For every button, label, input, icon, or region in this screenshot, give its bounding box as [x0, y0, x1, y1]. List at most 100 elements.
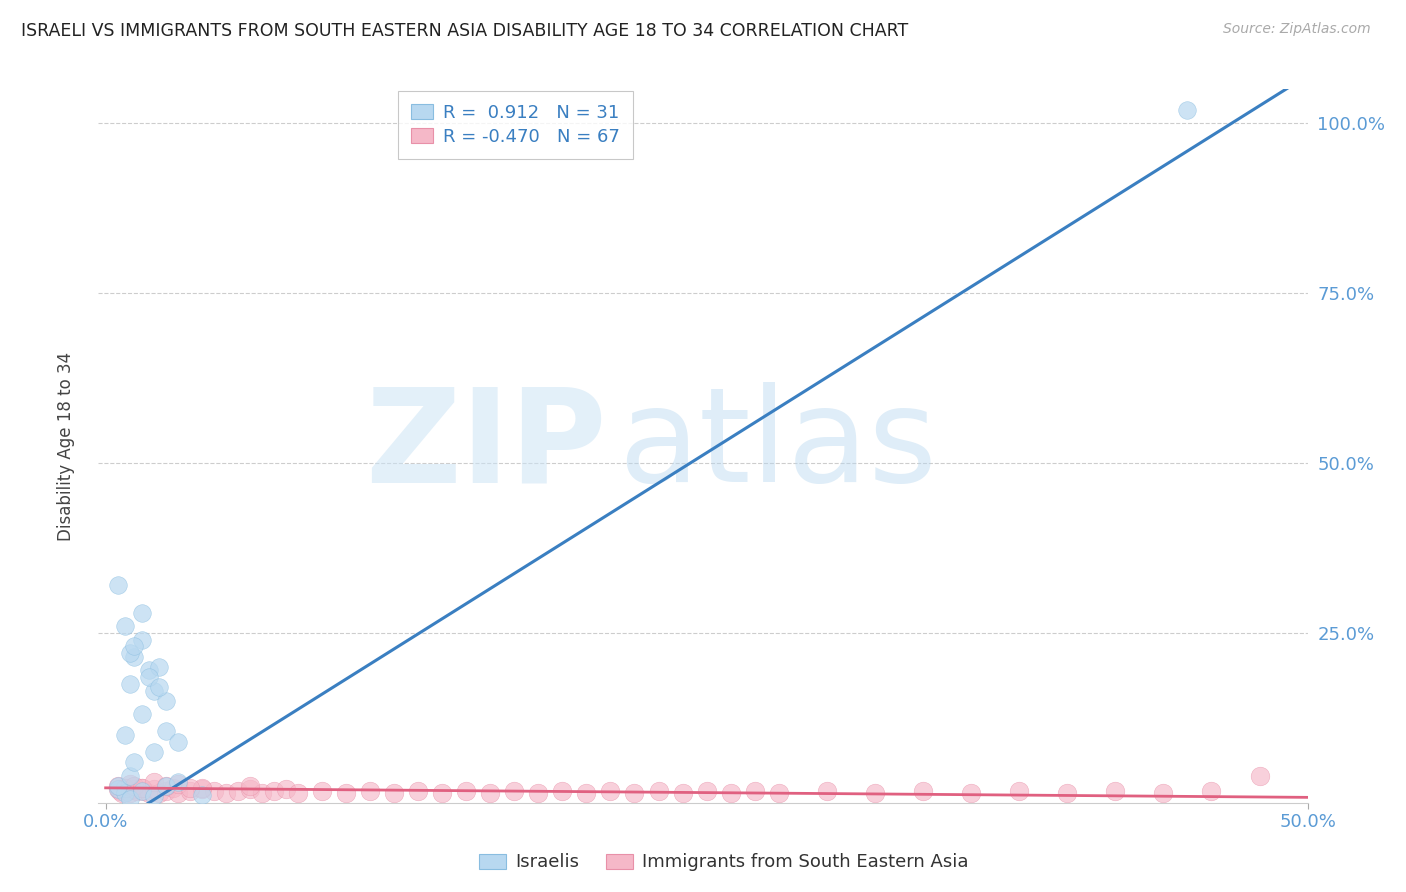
Point	[720, 786, 742, 800]
Point	[479, 786, 502, 800]
Point	[108, 783, 131, 797]
Point	[863, 786, 886, 800]
Point	[107, 782, 129, 797]
Point	[138, 786, 160, 800]
Legend: R =  0.912   N = 31, R = -0.470   N = 67: R = 0.912 N = 31, R = -0.470 N = 67	[398, 91, 633, 159]
Point	[768, 786, 790, 800]
Point	[138, 663, 160, 677]
Point	[166, 786, 188, 800]
Point	[287, 786, 309, 800]
Point	[335, 786, 357, 800]
Point	[118, 786, 141, 800]
Point	[599, 783, 621, 797]
Point	[744, 783, 766, 797]
Point	[671, 786, 693, 800]
Point	[142, 782, 165, 797]
Point	[111, 786, 134, 800]
Point	[250, 786, 273, 800]
Point	[131, 606, 153, 620]
Point	[131, 780, 153, 795]
Point	[107, 779, 129, 793]
Point	[155, 724, 177, 739]
Point	[118, 769, 141, 783]
Text: ZIP: ZIP	[364, 383, 606, 509]
Legend: Israelis, Immigrants from South Eastern Asia: Israelis, Immigrants from South Eastern …	[472, 847, 976, 879]
Point	[311, 783, 333, 797]
Point	[503, 783, 526, 797]
Point	[132, 783, 155, 797]
Point	[124, 649, 146, 664]
Point	[202, 783, 225, 797]
Point	[1104, 783, 1126, 797]
Point	[166, 777, 188, 791]
Point	[1177, 103, 1199, 117]
Point	[911, 783, 934, 797]
Y-axis label: Disability Age 18 to 34: Disability Age 18 to 34	[56, 351, 75, 541]
Text: ISRAELI VS IMMIGRANTS FROM SOUTH EASTERN ASIA DISABILITY AGE 18 TO 34 CORRELATIO: ISRAELI VS IMMIGRANTS FROM SOUTH EASTERN…	[21, 22, 908, 40]
Point	[114, 786, 136, 800]
Point	[114, 780, 136, 795]
Point	[263, 783, 285, 797]
Point	[960, 786, 983, 800]
Point	[118, 777, 141, 791]
Point	[142, 789, 165, 803]
Point	[1249, 769, 1271, 783]
Point	[155, 779, 177, 793]
Point	[131, 783, 153, 797]
Point	[527, 786, 550, 800]
Point	[551, 783, 574, 797]
Point	[575, 786, 598, 800]
Point	[107, 578, 129, 592]
Point	[114, 780, 136, 795]
Point	[456, 783, 478, 797]
Point	[215, 786, 238, 800]
Point	[359, 783, 381, 797]
Point	[239, 782, 262, 797]
Point	[155, 779, 177, 793]
Point	[1056, 786, 1078, 800]
Point	[124, 640, 146, 654]
Point	[179, 780, 201, 795]
Point	[191, 788, 214, 802]
Point	[148, 680, 170, 694]
Point	[239, 779, 262, 793]
Point	[148, 660, 170, 674]
Text: Source: ZipAtlas.com: Source: ZipAtlas.com	[1223, 22, 1371, 37]
Point	[1152, 786, 1174, 800]
Point	[1008, 783, 1031, 797]
Point	[118, 646, 141, 660]
Point	[623, 786, 645, 800]
Point	[131, 707, 153, 722]
Text: atlas: atlas	[619, 383, 938, 509]
Point	[131, 780, 153, 795]
Point	[166, 775, 188, 789]
Point	[1201, 783, 1223, 797]
Point	[107, 779, 129, 793]
Point	[117, 783, 139, 797]
Point	[191, 780, 214, 795]
Point	[155, 783, 177, 797]
Point	[191, 782, 214, 797]
Point	[114, 619, 136, 633]
Point	[815, 783, 838, 797]
Point	[124, 755, 146, 769]
Point	[142, 745, 165, 759]
Point	[124, 779, 146, 793]
Point	[107, 782, 129, 797]
Point	[382, 786, 405, 800]
Point	[118, 677, 141, 691]
Point	[118, 792, 141, 806]
Point	[647, 783, 669, 797]
Point	[125, 783, 148, 797]
Point	[124, 782, 146, 797]
Point	[226, 783, 249, 797]
Point	[155, 694, 177, 708]
Point	[114, 728, 136, 742]
Point	[142, 683, 165, 698]
Point	[142, 775, 165, 789]
Point	[430, 786, 453, 800]
Point	[696, 783, 718, 797]
Point	[131, 632, 153, 647]
Point	[148, 786, 170, 800]
Point	[138, 670, 160, 684]
